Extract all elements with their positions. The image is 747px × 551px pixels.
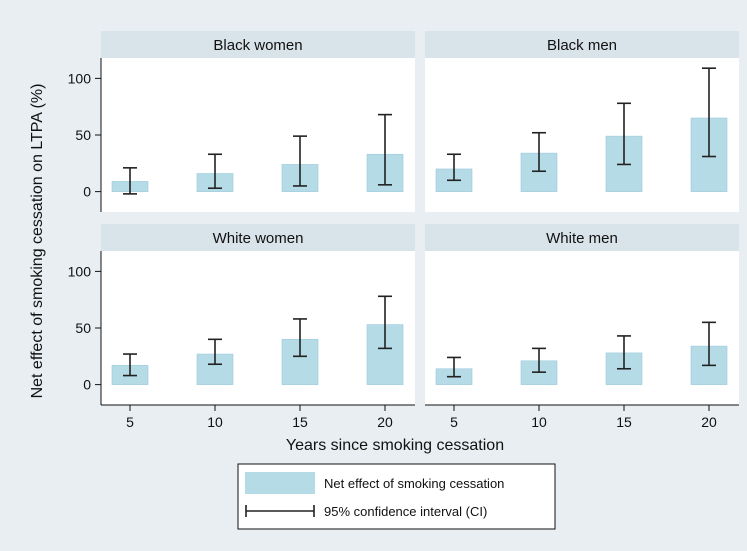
panel-strip [425, 31, 739, 58]
y-tick-label: 100 [68, 70, 92, 86]
panel-plot-area [101, 251, 415, 405]
y-tick-label: 100 [68, 263, 92, 279]
x-tick-label: 20 [377, 414, 393, 430]
panel-black-women: Black women 0 50 100 [68, 31, 415, 212]
x-tick-label: 10 [207, 414, 223, 430]
error-bar [447, 153, 461, 182]
panel-black-men: Black men [425, 31, 739, 212]
x-tick-label: 5 [126, 414, 134, 430]
panel-title: White men [546, 230, 618, 247]
error-bar [208, 338, 222, 366]
y-tick-label: 50 [75, 320, 91, 336]
error-bar [293, 318, 307, 358]
error-bar [617, 335, 631, 370]
x-tick-label: 5 [450, 414, 458, 430]
panel-plot-area [101, 58, 415, 212]
error-bar [378, 113, 392, 186]
legend: Net effect of smoking cessation 95% conf… [237, 463, 556, 530]
legend-ci-label: 95% confidence interval (CI) [324, 504, 487, 519]
x-tick-label: 20 [701, 414, 717, 430]
error-bar [378, 295, 392, 350]
error-bar [702, 321, 716, 367]
x-axis-title: Years since smoking cessation [286, 437, 504, 454]
panel-title: White women [213, 230, 304, 247]
legend-bar-label: Net effect of smoking cessation [324, 476, 504, 491]
chart-panels: Black women 0 50 100 Black men White women 0 50… [68, 31, 739, 405]
error-bar [293, 135, 307, 187]
panel-title: Black men [547, 37, 617, 54]
error-bar [702, 67, 716, 158]
y-axis-title: Net effect of smoking cessation on LTPA … [29, 84, 46, 399]
panel-strip [425, 224, 739, 251]
error-bar [123, 167, 137, 195]
x-tick-label: 15 [292, 414, 308, 430]
y-tick-label: 0 [83, 377, 91, 393]
error-bar [532, 347, 546, 373]
panel-white-women: White women 0 50 100 [68, 224, 415, 405]
y-tick-label: 50 [75, 127, 91, 143]
y-tick-label: 0 [83, 184, 91, 200]
error-bar [208, 153, 222, 190]
x-tick-label: 15 [616, 414, 632, 430]
error-bar [447, 356, 461, 378]
error-bar [532, 131, 546, 173]
legend-ci-glyph [245, 505, 315, 517]
panel-plot-area [425, 251, 739, 405]
x-axis: 5 10 15 20 5 10 15 20 [101, 404, 739, 430]
panel-strip [101, 224, 415, 251]
panel-title: Black women [213, 37, 302, 54]
x-tick-label: 10 [531, 414, 547, 430]
panel-white-men: White men [425, 224, 739, 405]
panel-strip [101, 31, 415, 58]
legend-bar-swatch [245, 472, 315, 494]
panel-plot-area [425, 58, 739, 212]
error-bar [123, 353, 137, 377]
error-bar [617, 102, 631, 166]
